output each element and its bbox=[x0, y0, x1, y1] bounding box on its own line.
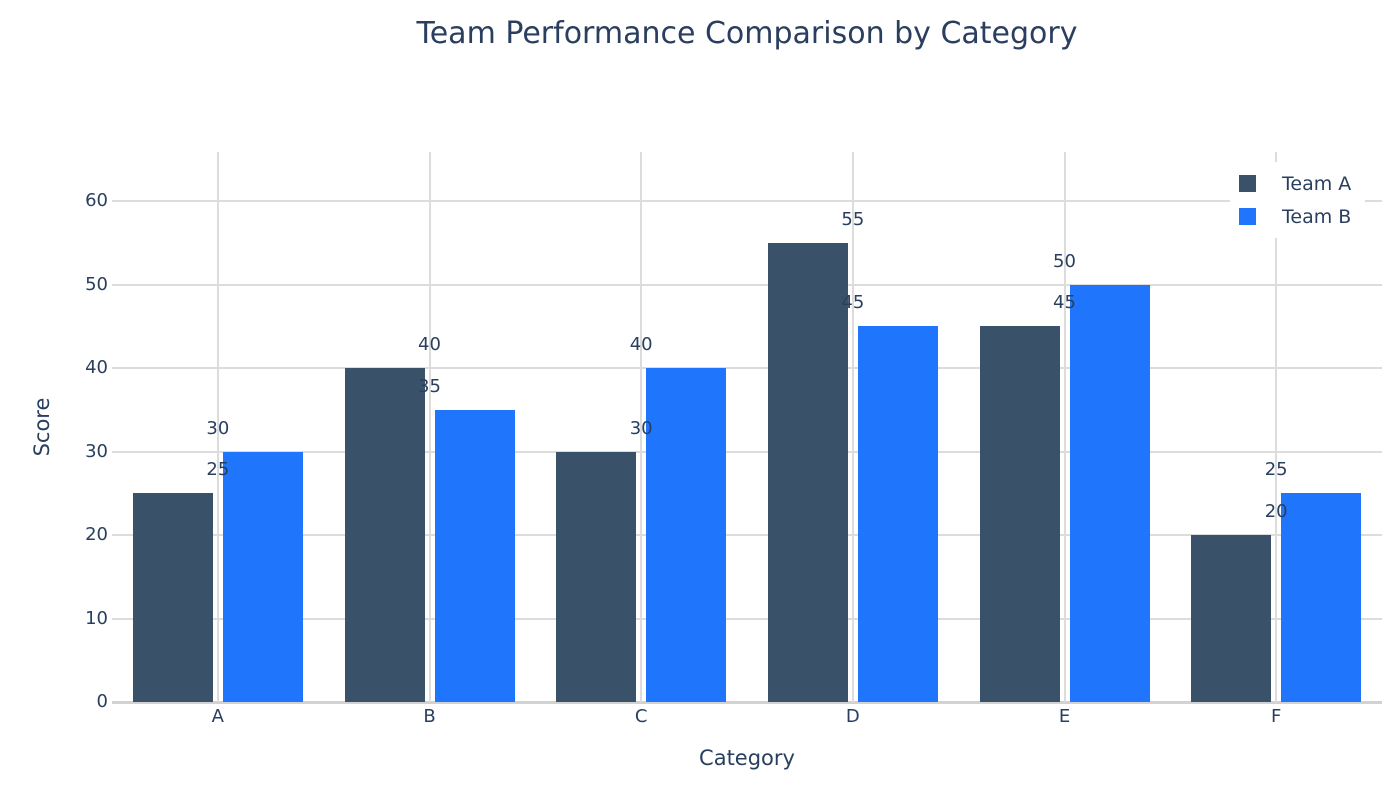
y-tick-label-30: 30 bbox=[85, 440, 108, 462]
team-b-swatch-icon bbox=[1239, 208, 1256, 225]
bar-value-team-b-C: 40 bbox=[629, 334, 653, 355]
legend-label-team-a: Team A bbox=[1282, 172, 1352, 195]
x-gridline-A bbox=[216, 152, 219, 702]
y-gridline-10 bbox=[112, 617, 1382, 620]
bar-team-b-D[interactable] bbox=[857, 326, 938, 702]
bar-team-a-E[interactable] bbox=[979, 326, 1060, 702]
bar-value-team-b-E: 50 bbox=[1053, 250, 1076, 272]
y-tick-label-40: 40 bbox=[85, 357, 108, 378]
y-gridline-20 bbox=[112, 534, 1382, 536]
bar-value-team-a-F: 20 bbox=[1264, 501, 1288, 522]
bar-team-a-C[interactable] bbox=[556, 451, 637, 702]
bar-value-team-b-F: 25 bbox=[1264, 459, 1288, 481]
y-tick-label-10: 10 bbox=[85, 607, 108, 629]
y-tick-label-0: 0 bbox=[96, 691, 108, 712]
legend-label-team-b: Team B bbox=[1282, 205, 1352, 228]
y-tick-label-20: 20 bbox=[85, 524, 108, 545]
y-gridline-40 bbox=[112, 367, 1382, 369]
bar-team-a-F[interactable] bbox=[1191, 535, 1272, 702]
legend-item-team-a[interactable]: Team A bbox=[1239, 167, 1351, 200]
bar-team-b-E[interactable] bbox=[1069, 284, 1150, 702]
bar-team-b-F[interactable] bbox=[1281, 493, 1362, 702]
y-gridline-60 bbox=[112, 200, 1382, 202]
x-axis-title: Category bbox=[699, 746, 795, 770]
bar-team-a-B[interactable] bbox=[344, 368, 425, 702]
team-a-swatch-icon bbox=[1239, 175, 1256, 192]
x-tick-label-D: D bbox=[845, 706, 860, 727]
bar-value-team-a-C: 30 bbox=[629, 417, 653, 439]
legend-item-team-b[interactable]: Team B bbox=[1239, 200, 1351, 233]
x-tick-label-A: A bbox=[211, 706, 224, 727]
bar-value-team-b-B: 35 bbox=[418, 375, 441, 397]
bar-value-team-b-D: 45 bbox=[841, 292, 865, 314]
bar-value-team-a-E: 45 bbox=[1053, 292, 1076, 314]
x-gridline-B bbox=[428, 152, 431, 702]
y-gridline-50 bbox=[112, 283, 1382, 286]
chart-title: Team Performance Comparison by Category bbox=[416, 16, 1078, 51]
x-gridline-D bbox=[851, 152, 854, 702]
y-tick-label-60: 60 bbox=[85, 190, 108, 211]
x-axis-line bbox=[112, 700, 1382, 704]
bar-team-b-C[interactable] bbox=[646, 368, 727, 702]
x-tick-label-E: E bbox=[1058, 706, 1071, 727]
bar-value-team-b-A: 30 bbox=[206, 417, 230, 439]
x-tick-label-F: F bbox=[1270, 706, 1282, 727]
bar-value-team-a-B: 40 bbox=[418, 334, 441, 355]
x-tick-label-B: B bbox=[423, 706, 436, 727]
bar-value-team-a-A: 25 bbox=[206, 459, 230, 481]
x-tick-label-C: C bbox=[634, 706, 648, 727]
bar-team-b-B[interactable] bbox=[434, 409, 515, 702]
y-gridline-30 bbox=[112, 450, 1382, 453]
bar-team-a-A[interactable] bbox=[132, 493, 213, 702]
legend: Team A Team B bbox=[1230, 162, 1366, 238]
x-gridline-E bbox=[1063, 152, 1066, 702]
bar-value-team-a-D: 55 bbox=[841, 208, 865, 230]
x-gridline-F bbox=[1275, 152, 1278, 702]
y-tick-label-50: 50 bbox=[85, 273, 108, 295]
bar-team-a-D[interactable] bbox=[767, 242, 848, 702]
x-gridline-C bbox=[640, 152, 643, 702]
bar-team-b-A[interactable] bbox=[222, 451, 303, 702]
